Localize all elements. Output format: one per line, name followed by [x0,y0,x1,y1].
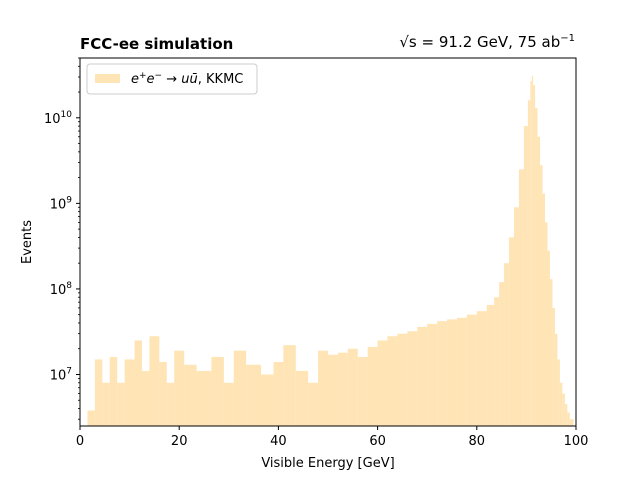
histogram-bin [142,370,150,426]
histogram-bin [559,382,563,426]
histogram-bin [109,357,118,426]
histogram-bin [357,357,368,426]
x-tick-label: 0 [76,434,84,449]
y-tick-label: 107 [50,366,72,383]
histogram-bin [407,331,418,426]
histogram-bin [447,319,457,426]
histogram-bin [318,350,328,426]
histogram-bin [552,307,555,426]
histogram-bin [476,311,487,426]
histogram-bin [557,359,560,426]
histogram-bin [545,222,548,426]
histogram-bin [223,382,234,426]
histogram-bin [149,336,160,426]
histogram-bin [397,333,408,426]
histogram-bin [377,340,388,426]
x-axis-label: Visible Energy [GeV] [261,456,394,471]
histogram-bin [537,136,541,427]
histogram-bin [562,393,565,426]
legend-box [86,63,258,95]
histogram-bin [273,361,284,426]
histogram-bin [328,354,338,426]
histogram-bin [367,346,378,426]
histogram-bin [196,370,212,426]
histogram-bin [211,357,224,426]
histogram-bin [509,237,514,426]
histogram-bin [174,350,185,426]
x-tick-label: 40 [270,434,287,449]
histogram-bin [527,100,531,426]
histogram-bin [514,207,519,426]
histogram-bin [166,382,175,426]
histogram-bin [564,404,568,426]
histogram-bin [569,419,574,426]
sqrt-s-symbol: √s [399,33,417,51]
histogram-bin [159,361,167,426]
y-tick-label: 1010 [44,110,72,127]
histogram-bin [117,382,125,426]
histogram-bin [347,348,358,426]
histogram-bin [494,297,500,426]
histogram-bin [387,336,398,426]
y-axis-label: Events [20,220,35,264]
legend-label: e+e− → uū, KKMC [131,71,243,87]
x-tick-label: 20 [171,434,188,449]
y-axis-ticks: 107 108 109 1010 [44,57,80,420]
axes-frame [79,57,577,427]
histogram-bin [102,382,110,426]
legend-swatch [95,74,120,83]
histogram-bars [87,75,574,427]
x-tick-label: 60 [369,434,386,449]
histogram-bin [295,370,309,426]
histogram-bin [542,193,545,426]
histogram-bin [246,364,262,426]
chart-title-right: √s = 91.2 GeV, 75 ab−1 [399,33,575,51]
histogram-bin [427,323,438,426]
histogram-bin [547,250,550,426]
title-energy-lumi: = 91.2 GeV, 75 ab [417,33,561,51]
histogram-bin [417,326,428,426]
histogram-bin [283,345,296,426]
histogram-bin [523,126,528,426]
histogram-bin [124,359,135,426]
y-tick-label: 109 [50,195,73,212]
y-tick-label: 108 [50,281,73,298]
histogram-bin [549,279,553,426]
histogram-bin [261,374,274,426]
plot-area [79,57,577,427]
histogram-bin [533,85,536,426]
histogram-bin [456,317,467,426]
x-tick-label: 80 [469,434,486,449]
x-axis-ticks: 0 20 40 60 80 100 [76,426,589,449]
histogram-bin [437,321,448,426]
histogram-bin [233,350,247,426]
legend: e+e− → uū, KKMC [86,63,258,95]
histogram-bin [540,165,543,427]
title-lumi-exponent: −1 [560,33,575,44]
histogram-bin [504,263,510,426]
histogram-bin [337,352,348,426]
histogram-bin [184,364,197,426]
histogram-bin [535,108,538,426]
histogram-bin [134,340,142,426]
chart-title-left: FCC-ee simulation [80,35,233,53]
histogram-bin [554,333,558,426]
x-tick-label: 100 [564,434,589,449]
histogram-bin [499,282,505,426]
histogram-bin [567,412,570,426]
histogram-bin [308,382,319,426]
histogram-bin [87,410,95,426]
histogram-bin [466,314,477,426]
histogram-bin [94,359,103,426]
histogram-bin [486,304,495,426]
histogram-bin [530,80,532,426]
histogram-bin [531,75,534,426]
histogram-bin [518,169,524,426]
